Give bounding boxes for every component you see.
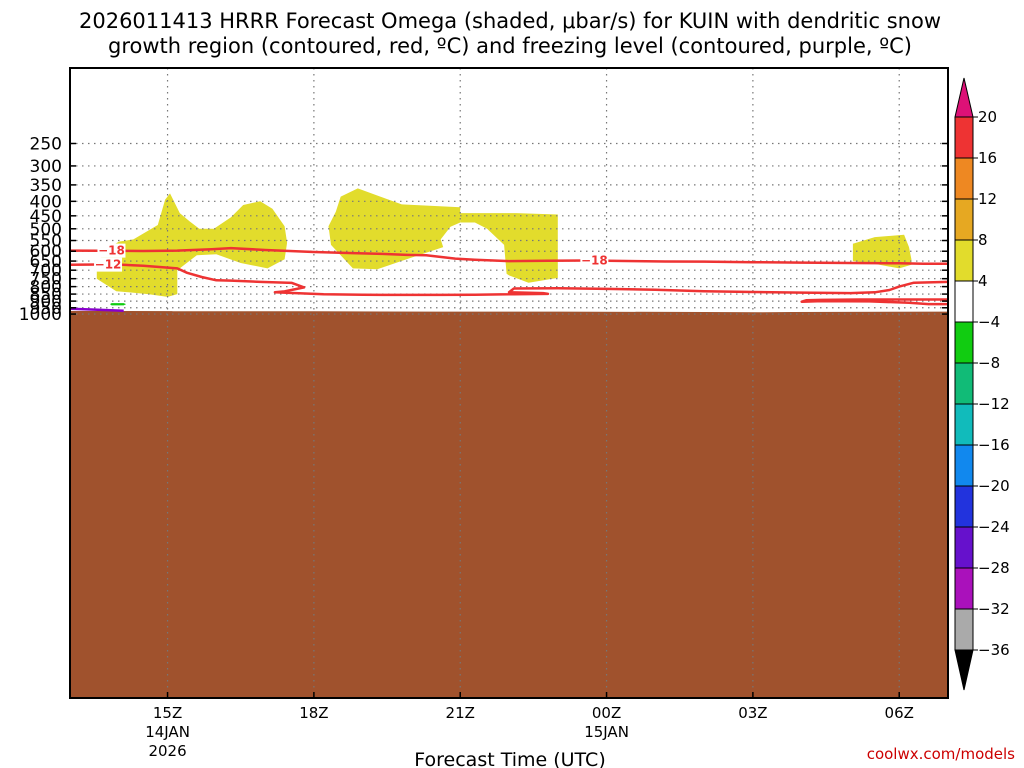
- colorbar: 20 16 12 8 4 −4 −8 −12 −16 −20 −24 −28 −32 −36: [954, 77, 1010, 691]
- colorbar-bin-10: [954, 485, 974, 528]
- colorbar-tick-label-13: −32: [978, 600, 1010, 618]
- colorbar-tick-label-10: −20: [978, 477, 1010, 495]
- contour-line-3: [800, 298, 948, 306]
- colorbar-arrow-top: [954, 77, 974, 118]
- y-tick-label-650: 650: [30, 252, 62, 272]
- x-tick-label-00z-2: 15JAN: [584, 723, 629, 741]
- terrain-surface: [70, 311, 948, 698]
- colorbar-bin-4: [954, 239, 974, 282]
- colorbar-tick-label-14: −36: [978, 641, 1010, 659]
- y-tick-label-750: 750: [30, 270, 62, 290]
- colorbar-tick-label-2: 16: [978, 149, 997, 167]
- y-tick-label-850: 850: [30, 285, 62, 305]
- x-tick-label-15z-2: 14JAN: [145, 723, 190, 741]
- colorbar-tick-label-1: 20: [978, 108, 997, 126]
- colorbar-tick-label-9: −16: [978, 436, 1010, 454]
- y-tick-label-900: 900: [30, 292, 62, 312]
- contour-label-2: −18: [581, 254, 608, 268]
- omega-shading-layer: [96, 188, 912, 306]
- chart-title-line-1: 2026011413 HRRR Forecast Omega (shaded, …: [79, 9, 941, 33]
- x-tick-label-00z-1: 00Z: [592, 704, 621, 722]
- colorbar-bin-7: [954, 362, 974, 405]
- colorbar-bin-9: [954, 444, 974, 487]
- x-tick-label-18z-1: 18Z: [299, 704, 328, 722]
- x-tick-label-03z-1: 03Z: [738, 704, 767, 722]
- contour-label-1: −18: [98, 244, 125, 258]
- omega-region-5: [110, 303, 127, 306]
- colorbar-tick-label-5: 4: [978, 272, 988, 290]
- y-tick-label-250: 250: [30, 135, 62, 155]
- contour-line-2: [70, 263, 948, 297]
- terrain-layer: [70, 311, 948, 698]
- y-axis: 2503003504004505005506006507007508008509…: [19, 135, 948, 325]
- chart-title-line-2: growth region (contoured, red, ºC) and f…: [108, 34, 912, 58]
- x-tick-label-15z-3: 2026: [148, 742, 186, 760]
- colorbar-bin-12: [954, 567, 974, 610]
- contours-layer: −18−18−12: [70, 243, 948, 313]
- colorbar-tick-label-6: −4: [978, 313, 1000, 331]
- contour-line-4: [70, 307, 124, 313]
- contour-label-bg-1: [97, 243, 126, 258]
- y-tick-label-500: 500: [30, 220, 62, 240]
- omega-region-4: [852, 234, 912, 269]
- contour-label-bg-2: [580, 253, 609, 268]
- colorbar-bin-8: [954, 403, 974, 446]
- plot-frame: [69, 67, 949, 699]
- contour-line-1: [70, 246, 948, 265]
- y-tick-label-350: 350: [30, 176, 62, 196]
- x-tick-label-15z-1: 15Z: [153, 704, 182, 722]
- colorbar-tick-label-11: −24: [978, 518, 1010, 536]
- colorbar-bin-1: [954, 116, 974, 159]
- y-tick-label-950: 950: [30, 299, 62, 319]
- omega-region-1: [96, 193, 288, 297]
- colorbar-tick-label-4: 8: [978, 231, 988, 249]
- x-tick-label-21z-1: 21Z: [446, 704, 475, 722]
- omega-region-3: [460, 213, 558, 283]
- y-tick-label-600: 600: [30, 242, 62, 262]
- y-tick-label-1000: 1000: [19, 305, 62, 325]
- colorbar-tick-label-3: 12: [978, 190, 997, 208]
- y-tick-label-300: 300: [30, 157, 62, 177]
- x-tick-label-06z-1: 06Z: [885, 704, 914, 722]
- y-tick-label-400: 400: [30, 192, 62, 212]
- y-tick-label-550: 550: [30, 232, 62, 252]
- x-axis-label: Forecast Time (UTC): [414, 749, 605, 768]
- contour-label-bg-3: [94, 257, 123, 272]
- colorbar-bin-6: [954, 321, 974, 364]
- colorbar-bin-3: [954, 198, 974, 241]
- colorbar-bin-2: [954, 157, 974, 200]
- colorbar-tick-label-8: −12: [978, 395, 1010, 413]
- y-tick-label-450: 450: [30, 207, 62, 227]
- contour-label-3: −12: [95, 258, 122, 272]
- colorbar-tick-label-12: −28: [978, 559, 1010, 577]
- colorbar-bin-11: [954, 526, 974, 569]
- colorbar-tick-label-7: −8: [978, 354, 1000, 372]
- credit-text: coolwx.com/models: [867, 745, 1015, 763]
- colorbar-bin-5: [954, 280, 974, 323]
- colorbar-arrow-bottom: [954, 649, 974, 691]
- colorbar-bin-13: [954, 608, 974, 651]
- y-tick-label-700: 700: [30, 261, 62, 281]
- y-tick-label-800: 800: [30, 278, 62, 298]
